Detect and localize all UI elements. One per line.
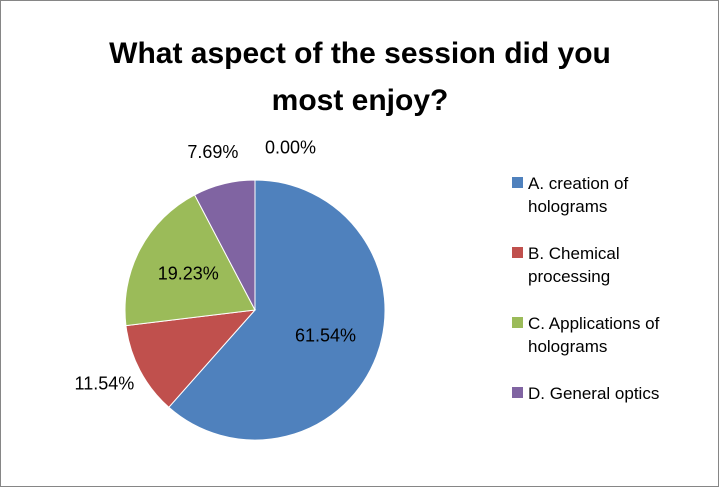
pie-slice xyxy=(124,194,256,327)
data-label: 61.54% xyxy=(295,325,356,345)
legend-label: B. Chemical processing xyxy=(528,244,620,286)
legend-label: A. creation of holograms xyxy=(528,174,629,216)
legend-swatch xyxy=(512,177,523,188)
legend-swatch xyxy=(512,247,523,258)
legend-swatch xyxy=(512,317,523,328)
data-label: 0.00% xyxy=(265,138,316,158)
data-label: 19.23% xyxy=(158,264,219,284)
pie-slice xyxy=(125,309,257,409)
data-label: 7.69% xyxy=(187,142,238,162)
chart-title: What aspect of the session did you most … xyxy=(109,37,611,117)
pie-slice xyxy=(168,179,386,441)
legend-label: C. Applications of holograms xyxy=(528,314,660,356)
data-label: 11.54% xyxy=(75,374,135,394)
legend-swatch xyxy=(512,387,523,398)
legend-label: D. General optics xyxy=(528,384,660,403)
